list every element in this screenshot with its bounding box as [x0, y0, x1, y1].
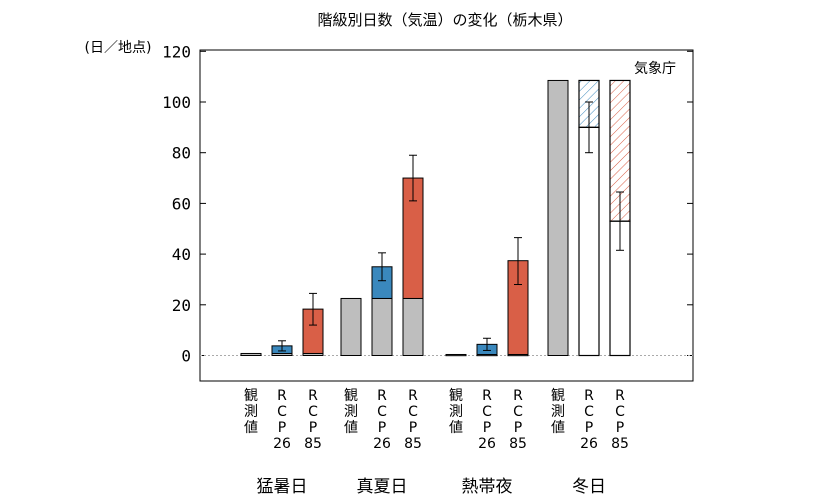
bar-label-char: P — [378, 420, 386, 436]
bar-label-char: P — [278, 420, 286, 436]
bar-label-char: P — [616, 420, 624, 436]
bar-label-char: R — [584, 388, 594, 404]
bar-label-char: 85 — [611, 436, 629, 452]
bar-base-segment — [402, 297, 424, 356]
bar-label-char: R — [482, 388, 492, 404]
bar-base-segment — [445, 353, 467, 357]
bar-label-char: P — [409, 420, 417, 436]
bar-label-char: 測 — [551, 404, 565, 420]
bar-label-char: 値 — [344, 420, 358, 436]
bar-remaining-segment — [578, 126, 600, 357]
bar-label-char: 26 — [478, 436, 496, 452]
bar-label-char: 測 — [344, 404, 358, 420]
bar-label-char: 値 — [551, 420, 565, 436]
bar-label-char: 85 — [404, 436, 422, 452]
y-axis-label: (日／地点) — [85, 40, 152, 56]
bar-label-char: P — [483, 420, 491, 436]
bar-label-char: 測 — [449, 404, 463, 420]
plot-frame — [199, 49, 694, 382]
group-label: 猛暑日 — [257, 477, 308, 497]
bar-label-char: C — [277, 404, 287, 420]
group-label: 真夏日 — [357, 477, 408, 497]
bar-label-char: R — [377, 388, 387, 404]
y-tick-label: 80 — [172, 144, 191, 163]
group-label: 冬日 — [572, 477, 606, 497]
bar-label-char: C — [408, 404, 418, 420]
chart-title: 階級別日数（気温）の変化（栃木県） — [317, 11, 572, 29]
source-label: 気象庁 — [634, 61, 676, 77]
bar-label-char: 値 — [449, 420, 463, 436]
bar-label-char: R — [277, 388, 287, 404]
bar-label-char: 観 — [244, 387, 258, 404]
y-tick-label: 0 — [181, 347, 191, 366]
y-axis-ticks: 0 20 40 60 80 100 120 — [162, 42, 693, 366]
bar-base-segment — [240, 352, 262, 356]
group-label: 熱帯夜 — [462, 477, 513, 497]
y-tick-label: 20 — [172, 296, 191, 315]
bar-label-char: R — [615, 388, 625, 404]
bar-label-char: 85 — [304, 436, 322, 452]
bar-label-char: C — [482, 404, 492, 420]
bars-layer — [240, 79, 631, 357]
bar-label-char: 26 — [373, 436, 391, 452]
bar-label-char: 26 — [273, 436, 291, 452]
bar-label-char: P — [309, 420, 317, 436]
bar-label-char: 値 — [244, 420, 258, 436]
bar-label-char: 26 — [580, 436, 598, 452]
bar-label-char: P — [514, 420, 522, 436]
bar-label-char: 観 — [551, 387, 565, 404]
bar-label-char: 観 — [344, 387, 358, 404]
y-tick-label: 60 — [172, 194, 191, 213]
y-tick-label: 100 — [162, 93, 191, 112]
bar-base-segment — [547, 79, 569, 356]
bar-base-segment — [340, 297, 362, 356]
bar-label-char: C — [308, 404, 318, 420]
y-tick-label: 40 — [172, 245, 191, 264]
bar-label-char: R — [308, 388, 318, 404]
bar-label-char: C — [584, 404, 594, 420]
bar-label-char: P — [585, 420, 593, 436]
bar-label-char: 85 — [509, 436, 527, 452]
x-axis-labels: 観測値RCP26RCP85猛暑日観測値RCP26RCP85真夏日観測値RCP26… — [244, 387, 629, 497]
bar-label-char: C — [513, 404, 523, 420]
bar-label-char: 測 — [244, 404, 258, 420]
bar-label-char: C — [377, 404, 387, 420]
bar-label-char: C — [615, 404, 625, 420]
bar-label-char: R — [513, 388, 523, 404]
bar-label-char: R — [408, 388, 418, 404]
y-tick-label: 120 — [162, 42, 191, 61]
bar-base-segment — [371, 297, 393, 356]
bar-label-char: 観 — [449, 387, 463, 404]
